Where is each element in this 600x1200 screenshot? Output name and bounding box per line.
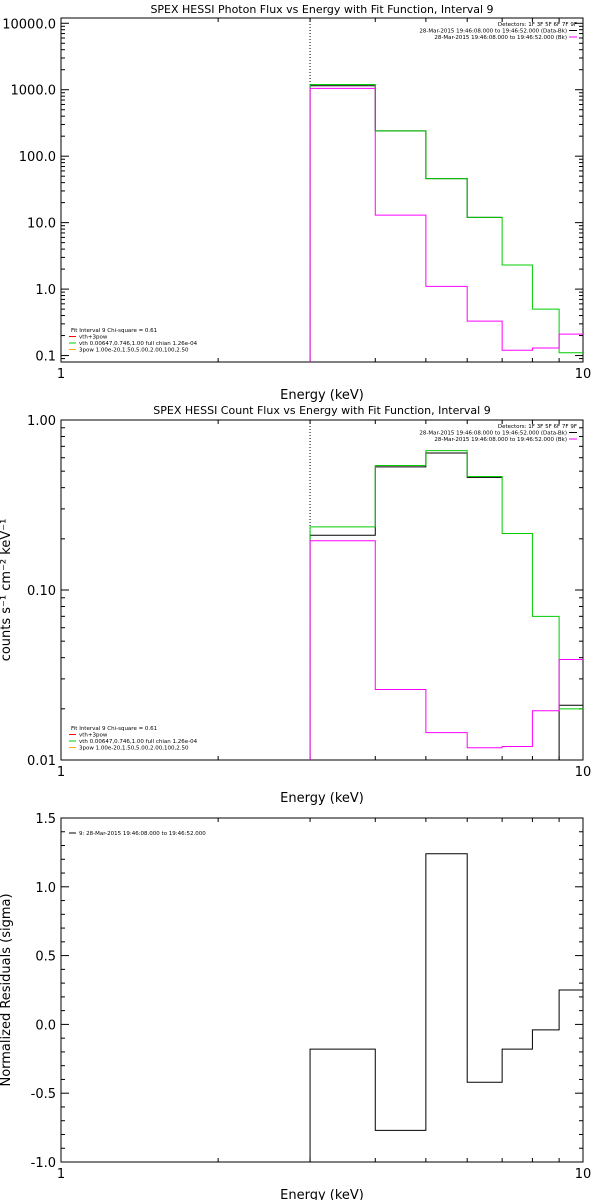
y-tick-label: 1.0 bbox=[35, 881, 56, 896]
series-0-line bbox=[309, 853, 583, 1162]
legend-left-entry: vth 0.00647,0.746,1.00 full chian 1.26e-… bbox=[79, 739, 198, 745]
y-tick-label: 100.0 bbox=[19, 150, 56, 165]
chart-photon: SPEX HESSI Photon Flux vs Energy with Fi… bbox=[2, 3, 591, 403]
legend-left-entry: 3pow 1.00e-20,1.50,5.00,2.00,100,2.50 bbox=[79, 348, 189, 354]
legend-left-entry: vth+3pow bbox=[79, 335, 108, 341]
y-tick-label: 0.5 bbox=[35, 950, 56, 965]
legend-left-entry: 3pow 1.00e-20,1.50,5.00,2.00,100,2.50 bbox=[79, 746, 189, 752]
legend-right-entry: Detectors: 1F 3F 5F 6F 7F 9F bbox=[498, 22, 577, 28]
legend-left-entry: Fit Interval 9 Chi-square = 0.61 bbox=[71, 328, 157, 334]
y-tick-label: 0.1 bbox=[35, 350, 56, 365]
x-tick-label: 1 bbox=[57, 367, 65, 382]
series-2-line bbox=[309, 87, 583, 362]
x-tick-label: 1 bbox=[57, 765, 65, 780]
chart-resid: 1 10 -1.0 -0.5 0.0 0.5 1.0 1.5 Energy (keV) Norma… bbox=[0, 812, 591, 1200]
data-layer bbox=[309, 853, 583, 1162]
x-tick-label: 1 bbox=[57, 1167, 65, 1182]
y-tick-label: -1.0 bbox=[31, 1156, 56, 1171]
series-2-line bbox=[309, 540, 583, 760]
series-1-line bbox=[309, 450, 583, 760]
x-axis-label: Energy (keV) bbox=[280, 388, 364, 403]
y-tick-label: 0.10 bbox=[27, 584, 56, 599]
y-axis-label: counts s⁻¹ cm⁻² keV⁻¹ bbox=[0, 519, 14, 662]
series-0-line bbox=[309, 452, 583, 760]
legend-right-entry: 28-Mar-2015 19:46:08.000 to 19:46:52.000… bbox=[419, 431, 567, 437]
y-tick-label: 0.0 bbox=[35, 1018, 56, 1033]
chart-title: SPEX HESSI Count Flux vs Energy with Fit… bbox=[153, 404, 490, 417]
series-0-line bbox=[309, 85, 503, 362]
y-tick-label: 10.0 bbox=[27, 217, 56, 232]
legend-right-entry: 28-Mar-2015 19:46:08.000 to 19:46:52.000… bbox=[434, 35, 567, 41]
plot-frame bbox=[60, 419, 584, 761]
y-axis-label: Normalized Residuals (sigma) bbox=[0, 893, 14, 1086]
x-tick-label: 10 bbox=[575, 1167, 592, 1182]
series-1-line bbox=[309, 83, 583, 362]
x-axis-label: Energy (keV) bbox=[280, 1188, 364, 1200]
legend-left-entry: vth+3pow bbox=[79, 733, 108, 739]
y-tick-label: 1000.0 bbox=[11, 84, 57, 99]
data-layer bbox=[309, 83, 583, 362]
chart-title: SPEX HESSI Photon Flux vs Energy with Fi… bbox=[150, 3, 493, 16]
x-tick-label: 10 bbox=[575, 765, 592, 780]
x-tick-label: 10 bbox=[575, 367, 592, 382]
legend-left-entry: 9: 28-Mar-2015 19:46:08.000 to 19:46:52.… bbox=[79, 831, 206, 837]
legend-right-entry: 28-Mar-2015 19:46:08.000 to 19:46:52.000… bbox=[434, 437, 567, 443]
y-tick-label: 10000.0 bbox=[2, 17, 56, 32]
legend-right-entry: Detectors: 1F 3F 5F 6F 7F 9F bbox=[498, 424, 577, 430]
y-tick-label: 1.5 bbox=[35, 812, 56, 827]
plot-frame bbox=[60, 17, 584, 363]
legend-right-entry: 28-Mar-2015 19:46:08.000 to 19:46:52.000… bbox=[419, 29, 567, 35]
y-tick-label: 0.01 bbox=[27, 754, 56, 769]
chart-count: SPEX HESSI Count Flux vs Energy with Fit… bbox=[0, 404, 591, 806]
data-layer bbox=[309, 450, 583, 760]
legend-left-entry: Fit Interval 9 Chi-square = 0.61 bbox=[71, 726, 157, 732]
legend-left-entry: vth 0.00647,0.746,1.00 full chian 1.26e-… bbox=[79, 341, 198, 347]
y-tick-label: 1.00 bbox=[27, 414, 56, 429]
plot-frame bbox=[60, 817, 584, 1163]
y-tick-label: -0.5 bbox=[31, 1087, 56, 1102]
y-tick-label: 1.0 bbox=[35, 283, 56, 298]
x-axis-label: Energy (keV) bbox=[280, 791, 364, 806]
